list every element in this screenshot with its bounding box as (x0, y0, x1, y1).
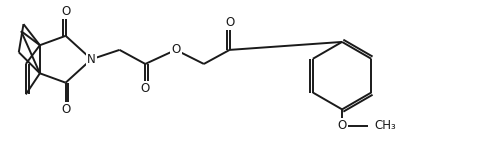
Text: O: O (171, 43, 180, 56)
Text: O: O (61, 5, 70, 18)
Text: O: O (61, 103, 70, 116)
Text: O: O (225, 16, 234, 29)
Text: O: O (141, 82, 150, 95)
Text: N: N (87, 53, 96, 66)
Text: CH₃: CH₃ (375, 119, 397, 132)
Text: O: O (337, 119, 347, 132)
